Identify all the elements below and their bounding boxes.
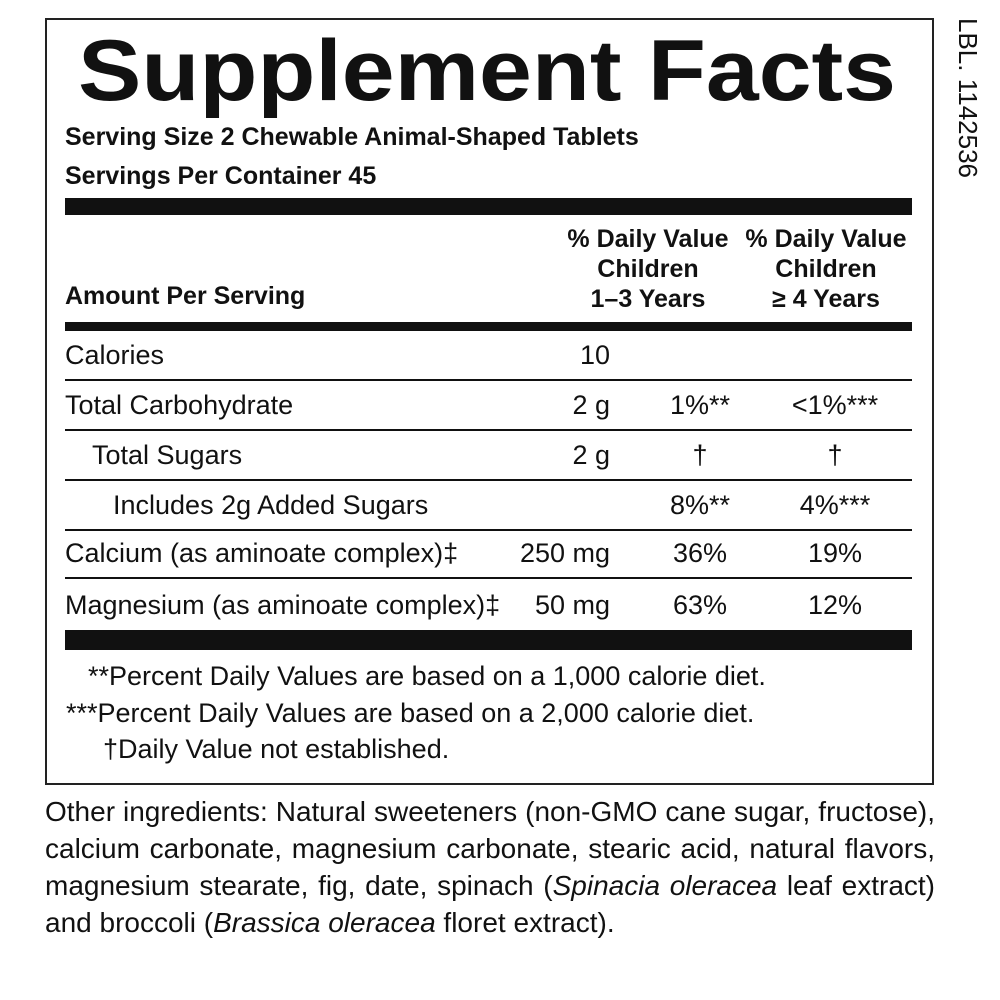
side-label: LBL. 1142536: [953, 18, 983, 178]
nutrient-name: Calories: [65, 340, 165, 370]
ingredients-latin: Brassica oleracea: [213, 907, 436, 938]
daily-value-1-3: 8%**: [669, 490, 731, 520]
title: Supplement Facts: [78, 23, 896, 119]
other-ingredients: Other ingredients: Natural sweeteners (n…: [45, 793, 935, 941]
column-header: Children: [597, 255, 699, 283]
row-rule: [65, 577, 912, 579]
daily-value-4plus: 19%: [807, 538, 863, 568]
daily-value-1-3: 1%**: [669, 390, 731, 420]
daily-value-4plus: 12%: [807, 590, 863, 620]
column-header: % Daily Value: [567, 225, 729, 253]
row-rule: [65, 379, 912, 381]
amount: 10: [579, 340, 610, 370]
column-header: ≥ 4 Years: [772, 285, 880, 313]
ingredients-latin: Spinacia oleracea: [552, 870, 778, 901]
column-header: 1–3 Years: [590, 285, 706, 313]
thick-rule: [65, 198, 912, 215]
daily-value-4plus: †: [827, 440, 843, 470]
amount: 2 g: [572, 440, 610, 470]
ingredients-text: floret extract).: [435, 907, 615, 938]
column-header: Children: [775, 255, 877, 283]
column-header: % Daily Value: [745, 225, 907, 253]
column-header: Amount Per Serving: [65, 282, 306, 310]
footnote: †Daily Value not established.: [103, 734, 450, 764]
daily-value-1-3: 36%: [672, 538, 728, 568]
daily-value-4plus: 4%***: [799, 490, 871, 520]
ingredients-text: leaf extract) and broccoli (: [45, 870, 936, 938]
daily-value-1-3: 63%: [672, 590, 728, 620]
thick-rule: [65, 630, 912, 650]
daily-value-1-3: †: [692, 440, 708, 470]
servings-per-container: Servings Per Container 45: [65, 162, 377, 190]
nutrient-name: Calcium (as aminoate complex)‡: [65, 538, 459, 568]
nutrient-name: Magnesium (as aminoate complex)‡: [65, 590, 501, 620]
medium-rule: [65, 322, 912, 331]
amount: 2 g: [572, 390, 610, 420]
ingredients-text: Other ingredients: Natural sweeteners (n…: [45, 796, 935, 901]
amount: 250 mg: [519, 538, 610, 568]
title-svg: Supplement Facts: [78, 23, 896, 119]
facts-box: [45, 18, 934, 785]
row-rule: [65, 529, 912, 531]
footnote: **Percent Daily Values are based on a 1,…: [88, 661, 766, 691]
serving-size: Serving Size 2 Chewable Animal-Shaped Ta…: [65, 123, 639, 151]
nutrient-name: Total Sugars: [92, 440, 243, 470]
nutrient-name: Total Carbohydrate: [65, 390, 294, 420]
nutrient-name: Includes 2g Added Sugars: [113, 490, 429, 520]
amount: 50 mg: [534, 590, 610, 620]
daily-value-4plus: <1%***: [791, 390, 879, 420]
row-rule: [65, 479, 912, 481]
footnote: ***Percent Daily Values are based on a 2…: [66, 698, 755, 728]
row-rule: [65, 429, 912, 431]
